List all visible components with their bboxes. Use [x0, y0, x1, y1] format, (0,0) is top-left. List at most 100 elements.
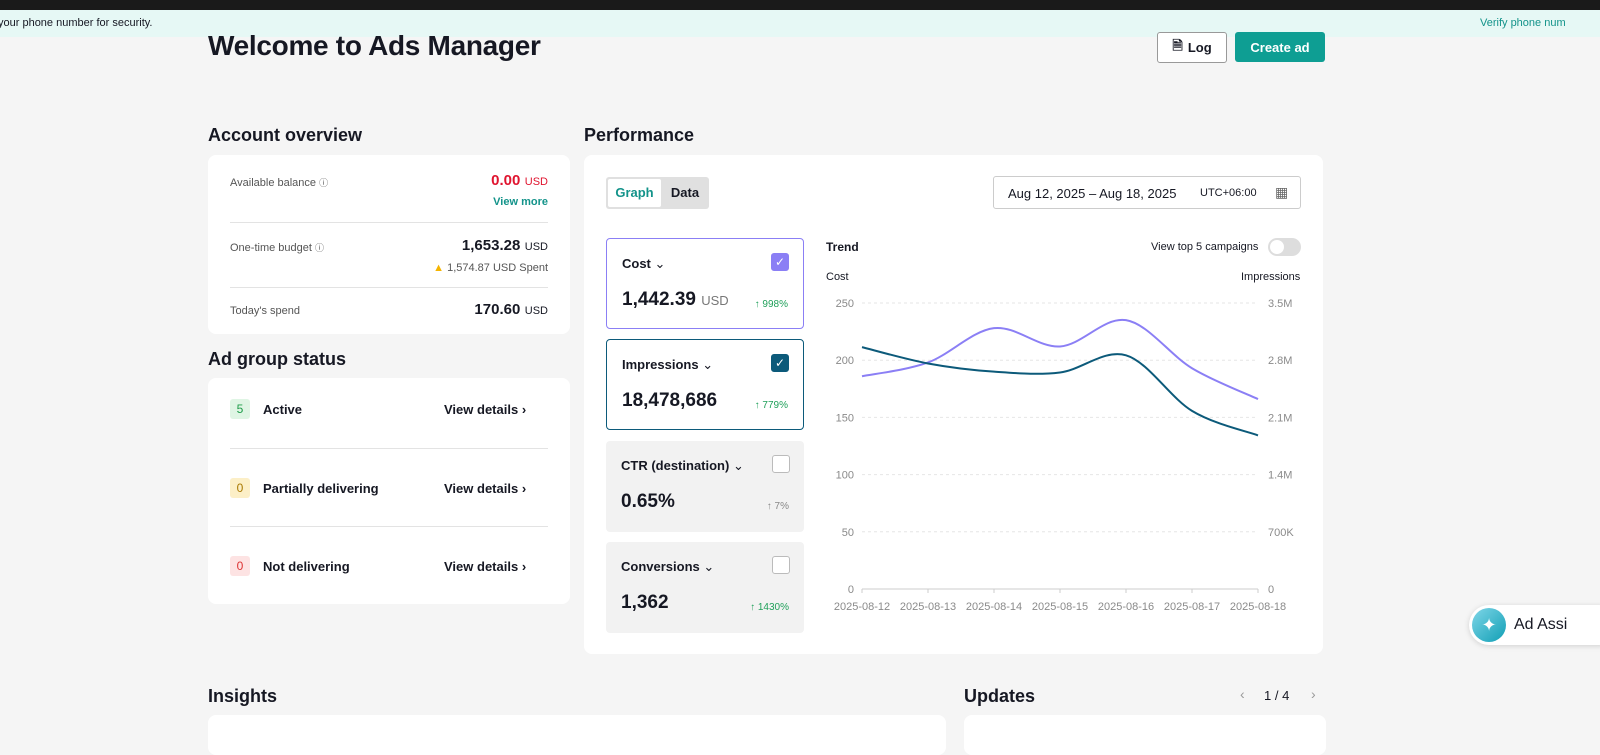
timezone: UTC+06:00: [1200, 187, 1257, 199]
log-label: Log: [1187, 40, 1212, 55]
verify-phone-link[interactable]: Verify phone num: [1480, 17, 1566, 29]
document-icon: 🗎: [1172, 37, 1183, 53]
chevron-down-icon: ⌄: [702, 357, 714, 372]
tab-data[interactable]: Data: [670, 185, 700, 200]
date-range-picker[interactable]: Aug 12, 2025 – Aug 18, 2025 UTC+06:00 ▦: [993, 176, 1301, 209]
chevron-right-icon: ›: [521, 481, 527, 496]
metric-change: ↑ 998%: [754, 299, 788, 310]
warning-icon: ▲: [433, 262, 445, 274]
calendar-icon: ▦: [1275, 184, 1289, 200]
metric-card-impressions[interactable]: Impressions ⌄ ✓ 18,478,686 ↑ 779%: [606, 339, 804, 430]
right-tick-label: 2.8M: [1268, 355, 1292, 367]
page-title: Welcome to Ads Manager: [208, 30, 541, 61]
metric-card-conversions[interactable]: Conversions ⌄ 1,362 ↑ 1430%: [606, 542, 804, 633]
budget-label: One-time budget ⓘ: [230, 242, 325, 254]
count-badge: 5: [230, 399, 250, 419]
chevron-right-icon: ›: [521, 559, 527, 574]
left-tick-label: 150: [836, 412, 854, 424]
chevron-down-icon: ⌄: [732, 458, 744, 473]
status-label: Not delivering: [263, 559, 350, 574]
balance-value: 0.00 USD: [491, 172, 548, 189]
metric-checkbox[interactable]: ✓: [771, 253, 789, 271]
metric-card-ctr[interactable]: CTR (destination) ⌄ 0.65% ↑ 7%: [606, 441, 804, 532]
metric-name[interactable]: Conversions ⌄: [621, 559, 715, 574]
metric-name[interactable]: Cost ⌄: [622, 256, 666, 271]
ad-assistant-label: Ad Assi: [1514, 616, 1568, 633]
help-icon: ⓘ: [319, 178, 329, 188]
chevron-down-icon: ⌄: [654, 256, 666, 271]
page-indicator: 1 / 4: [1264, 688, 1290, 703]
metric-value: 1,442.39 USD: [622, 289, 729, 310]
status-label: Active: [263, 402, 303, 417]
x-tick-label: 2025-08-16: [1098, 601, 1154, 613]
view-details-link[interactable]: View details ›: [444, 402, 527, 417]
insights-title: Insights: [208, 686, 278, 706]
x-tick-label: 2025-08-14: [966, 601, 1022, 613]
x-tick-label: 2025-08-18: [1230, 601, 1286, 613]
chevron-right-icon: ›: [521, 402, 527, 417]
updates-card: [964, 715, 1326, 755]
left-tick-label: 200: [836, 355, 854, 367]
left-tick-label: 100: [836, 470, 854, 482]
prev-page-button[interactable]: ‹: [1240, 686, 1245, 702]
left-axis-label: Cost: [826, 271, 849, 283]
right-tick-label: 0: [1268, 584, 1274, 596]
log-button[interactable]: 🗎 Log: [1157, 32, 1227, 63]
chevron-down-icon: ⌄: [703, 559, 715, 574]
metric-value: 0.65%: [621, 491, 675, 512]
ad-group-status-card: 5 Active View details › 0 Partially deli…: [208, 378, 570, 604]
verify-phone-banner: your phone number for security. Verify p…: [0, 10, 1600, 37]
metric-value: 1,362: [621, 592, 669, 613]
status-row-not-delivering: 0 Not delivering View details ›: [230, 556, 548, 576]
metric-checkbox[interactable]: ✓: [771, 354, 789, 372]
view-details-link[interactable]: View details ›: [444, 481, 527, 496]
metric-value: 18,478,686: [622, 390, 718, 411]
metric-checkbox[interactable]: [772, 455, 790, 473]
performance-title: Performance: [584, 125, 695, 145]
spent-note: ▲ 1,574.87 USD Spent: [433, 262, 548, 274]
help-icon: ⓘ: [315, 243, 325, 253]
view-more-link[interactable]: View more: [493, 196, 548, 208]
left-tick-label: 0: [848, 584, 854, 596]
view-toggle: Graph Data: [606, 177, 709, 209]
ad-assistant-button[interactable]: ✦ Ad Assi: [1469, 605, 1600, 645]
banner-message: your phone number for security.: [0, 17, 153, 29]
right-axis-label: Impressions: [1241, 271, 1301, 283]
ad-group-status-title: Ad group status: [208, 349, 346, 369]
browser-top-bar: [0, 0, 1600, 10]
account-overview-title: Account overview: [208, 125, 363, 145]
metric-name[interactable]: CTR (destination) ⌄: [621, 458, 744, 473]
status-row-active: 5 Active View details ›: [230, 399, 548, 419]
series-line-cost: [861, 319, 1259, 401]
right-tick-label: 2.1M: [1268, 412, 1292, 424]
trend-chart: 250 3.5M 200 2.8M 150 2.1M 100 1.4M 50 700K 0 0 2025…: [834, 298, 1294, 613]
sparkle-icon: ✦: [1472, 608, 1506, 642]
create-ad-button[interactable]: Create ad: [1235, 32, 1325, 62]
account-overview-card: Available balance ⓘ 0.00 USD View more O…: [208, 155, 570, 334]
tab-graph[interactable]: Graph: [608, 179, 661, 207]
divider: [230, 448, 548, 449]
left-tick-label: 50: [842, 527, 854, 539]
top5-toggle[interactable]: [1268, 238, 1301, 256]
x-tick-label: 2025-08-17: [1164, 601, 1220, 613]
metric-change: ↑ 7%: [766, 501, 789, 512]
metric-checkbox[interactable]: [772, 556, 790, 574]
budget-value: 1,653.28 USD: [461, 237, 548, 254]
status-label: Partially delivering: [263, 481, 379, 496]
next-page-button[interactable]: ›: [1311, 686, 1316, 702]
trend-title: Trend: [826, 240, 859, 254]
divider: [230, 222, 548, 223]
metric-change: ↑ 1430%: [750, 602, 789, 613]
divider: [230, 287, 548, 288]
left-tick-label: 250: [836, 298, 854, 310]
divider: [230, 526, 548, 527]
today-label: Today's spend: [230, 305, 300, 317]
insights-card: [208, 715, 946, 755]
view-details-link[interactable]: View details ›: [444, 559, 527, 574]
metric-card-cost[interactable]: Cost ⌄ ✓ 1,442.39 USD ↑ 998%: [606, 238, 804, 329]
metric-name[interactable]: Impressions ⌄: [622, 357, 714, 372]
series-line-impressions: [861, 346, 1259, 437]
today-value: 170.60 USD: [474, 301, 548, 318]
x-tick-label: 2025-08-13: [900, 601, 956, 613]
top5-label: View top 5 campaigns: [1151, 241, 1259, 253]
